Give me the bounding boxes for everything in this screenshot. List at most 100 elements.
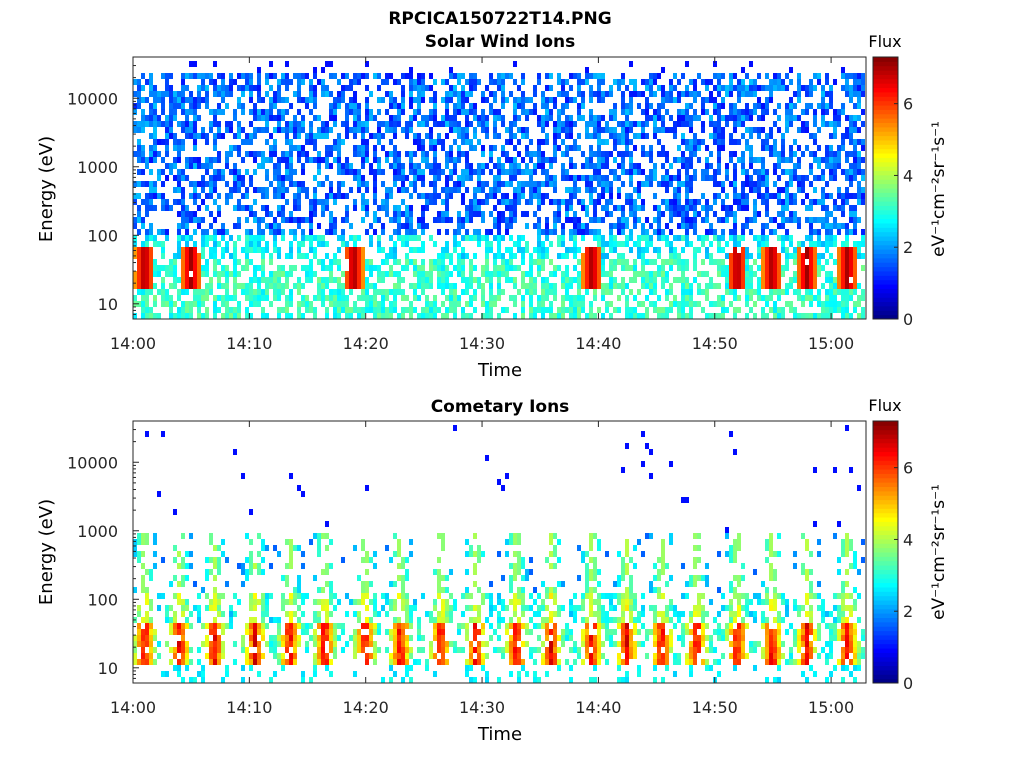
flux-cell [245, 169, 249, 175]
flux-cell [437, 175, 441, 181]
flux-cell [333, 73, 337, 79]
flux-cell [137, 539, 141, 545]
flux-cell [549, 115, 553, 121]
flux-cell [601, 157, 605, 163]
flux-cell [209, 79, 213, 85]
flux-cell [489, 79, 493, 85]
flux-cell [257, 671, 261, 677]
flux-cell [317, 295, 321, 301]
flux-cell [153, 97, 157, 103]
flux-cell [761, 157, 765, 163]
flux-cell [837, 109, 841, 115]
flux-cell [661, 121, 665, 127]
flux-cell [469, 295, 473, 301]
flux-cell [357, 247, 361, 253]
flux-cell [277, 193, 281, 199]
flux-cell [145, 277, 149, 283]
flux-cell [469, 73, 473, 79]
flux-cell [229, 91, 233, 97]
flux-cell [657, 217, 661, 223]
flux-cell [669, 229, 673, 235]
flux-cell [273, 127, 277, 133]
flux-cell [721, 205, 725, 211]
flux-cell [221, 175, 225, 181]
flux-cell [657, 211, 661, 217]
flux-cell [397, 163, 401, 169]
flux-cell [693, 145, 697, 151]
flux-cell [781, 205, 785, 211]
colorbar-swatch [873, 70, 898, 75]
flux-cell [789, 97, 793, 103]
flux-cell [773, 229, 777, 235]
flux-cell [453, 139, 457, 145]
flux-cell [365, 187, 369, 193]
flux-cell [453, 157, 457, 163]
flux-cell [589, 301, 593, 307]
flux-cell [133, 313, 137, 319]
flux-cell [661, 259, 665, 265]
flux-cell [677, 205, 681, 211]
flux-cell [177, 175, 181, 181]
flux-cell [845, 85, 849, 91]
flux-cell [145, 641, 149, 647]
colorbar-swatch [873, 57, 898, 62]
flux-cell [641, 265, 645, 271]
flux-cell [645, 115, 649, 121]
flux-cell [657, 307, 661, 313]
flux-cell [845, 283, 849, 289]
flux-cell [349, 97, 353, 103]
flux-cell [737, 91, 741, 97]
flux-cell [861, 265, 865, 271]
flux-cell [741, 265, 745, 271]
flux-cell [533, 181, 537, 187]
flux-cell [817, 217, 821, 223]
flux-cell [769, 253, 773, 259]
flux-cell [237, 85, 241, 91]
flux-cell [837, 193, 841, 199]
flux-cell [349, 247, 353, 253]
flux-cell [293, 647, 297, 653]
flux-cell [313, 157, 317, 163]
flux-cell [513, 145, 517, 151]
flux-cell [317, 533, 321, 539]
flux-cell [861, 109, 865, 115]
flux-cell [301, 181, 305, 187]
flux-cell [433, 145, 437, 151]
flux-cell [249, 205, 253, 211]
flux-cell [809, 289, 813, 295]
flux-cell [285, 295, 289, 301]
flux-cell [333, 259, 337, 265]
flux-cell [521, 91, 525, 97]
flux-cell [493, 193, 497, 199]
flux-cell [453, 121, 457, 127]
flux-cell [205, 229, 209, 235]
flux-cell [857, 79, 861, 85]
flux-cell [373, 313, 377, 319]
flux-cell [145, 265, 149, 271]
flux-cell [545, 223, 549, 229]
flux-cell [721, 139, 725, 145]
flux-cell [241, 677, 245, 683]
flux-cell [349, 169, 353, 175]
flux-cell [489, 169, 493, 175]
flux-cell [241, 473, 245, 479]
flux-cell [393, 211, 397, 217]
colorbar-tick-label: 6 [903, 95, 913, 114]
flux-cell [421, 205, 425, 211]
flux-cell [473, 73, 477, 79]
flux-cell [817, 241, 821, 247]
flux-cell [301, 677, 305, 683]
flux-cell [429, 313, 433, 319]
flux-cell [753, 217, 757, 223]
flux-cell [785, 247, 789, 253]
flux-cell [329, 289, 333, 295]
flux-cell [741, 253, 745, 259]
flux-cell [613, 133, 617, 139]
flux-cell [193, 163, 197, 169]
flux-cell [693, 229, 697, 235]
flux-cell [773, 121, 777, 127]
flux-cell [749, 91, 753, 97]
flux-cell [397, 103, 401, 109]
flux-cell [617, 193, 621, 199]
flux-cell [801, 241, 805, 247]
